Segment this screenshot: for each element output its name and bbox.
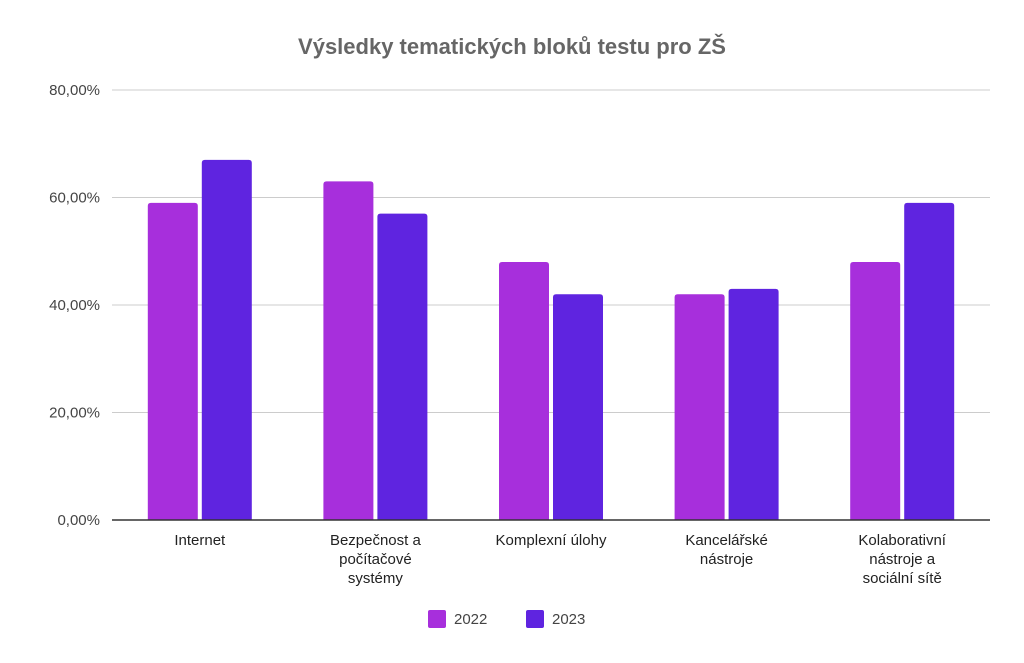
gridlines — [112, 89, 990, 413]
x-category-label: Kancelářské nástroje — [685, 532, 768, 568]
x-category-label: Bezpečnost a počítačové systémy — [330, 532, 422, 587]
bar-2023-4 — [904, 202, 955, 520]
chart-title: Výsledky tematických bloků testu pro ZŠ — [298, 34, 726, 59]
legend: 2022 2023 — [428, 610, 585, 628]
x-category-label: Internet — [174, 532, 226, 549]
legend-label: 2022 — [454, 611, 487, 628]
x-category-label: Komplexní úlohy — [496, 532, 607, 549]
legend-label: 2023 — [552, 611, 585, 628]
y-tick-label: 80,00% — [49, 82, 100, 99]
y-tick-label: 60,00% — [49, 190, 100, 207]
bar-2022-0 — [147, 202, 198, 520]
legend-swatch-2023 — [526, 610, 544, 628]
bar-2023-0 — [201, 159, 252, 520]
bar-2022-3 — [674, 294, 725, 520]
bar-2022-4 — [850, 262, 901, 520]
bar-2023-2 — [553, 294, 603, 520]
bar-2023-3 — [728, 288, 779, 520]
y-axis-ticks: 0,00% 20,00% 40,00% 60,00% 80,00% — [49, 82, 100, 529]
y-tick-label: 40,00% — [49, 297, 100, 314]
x-category-label: Kolaborativní nástroje a sociální sítě — [858, 532, 946, 587]
y-tick-label: 20,00% — [49, 405, 100, 422]
bar-2023-1 — [377, 213, 428, 520]
bar-2022-2 — [499, 262, 549, 520]
bar-2022-1 — [323, 181, 374, 520]
bars — [147, 159, 955, 520]
category-labels: Internet Bezpečnost a počítačové systémy Kom… — [174, 532, 946, 587]
legend-swatch-2022 — [428, 610, 446, 628]
y-tick-label: 0,00% — [57, 512, 100, 529]
